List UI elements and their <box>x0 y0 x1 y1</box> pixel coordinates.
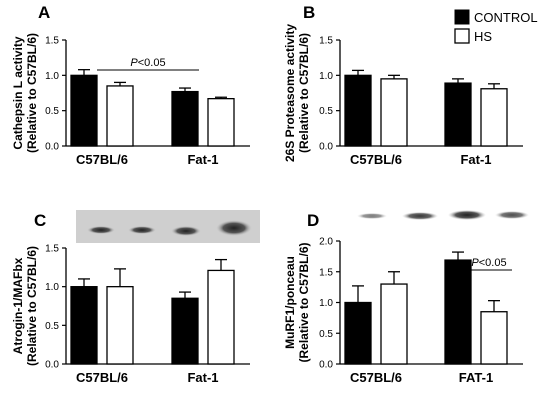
significance-label: P<0.05 <box>130 57 165 69</box>
legend-label-control: CONTROL <box>474 10 538 25</box>
y-axis-title-line: (Relative to C57BL/6) <box>25 246 39 366</box>
chart-panel-a: 0.0 0.5 1.0 1.5 C57BL/6 Fat-1 Cathepsin L acti… <box>11 33 250 167</box>
bar-hs-fat1 <box>207 269 235 365</box>
chart-panel-c: 0.0 0.5 1.0 1.5 C57BL/6 Fat-1 Atrogin-1/MAFbx(… <box>11 244 250 385</box>
significance-label: P<0.05 <box>471 257 506 269</box>
y-tick-label: 1.0 <box>45 282 59 293</box>
y-tick-label: 1.5 <box>45 36 59 47</box>
y-tick-label: 0.0 <box>45 142 59 153</box>
y-axis-title-line: Cathepsin L activity <box>11 36 25 149</box>
x-category-label: Fat-1 <box>460 152 491 167</box>
y-axis-title-line: MuRF1/ponceau <box>283 256 297 349</box>
y-axis-title-line: (Relative to C57BL/6) <box>297 242 311 362</box>
y-axis-title-line: (Relative to C57BL/6) <box>25 33 39 153</box>
legend-swatch-hs <box>454 28 470 44</box>
y-tick-label: 0.5 <box>45 321 59 332</box>
bar-hs-c57bl6 <box>106 85 134 147</box>
legend: CONTROL HS <box>454 9 538 44</box>
chart-panel-b: 0.0 0.5 1.0 1.5 C57BL/6 Fat-1 26S Proteasome a… <box>283 24 523 167</box>
bar-control-fat1 <box>171 297 199 365</box>
x-category-label: Fat-1 <box>187 370 218 385</box>
x-category-label: FAT-1 <box>459 370 493 385</box>
y-axis-title: MuRF1/ponceau(Relative to C57BL/6) <box>283 242 311 362</box>
blot-image-c <box>76 210 260 243</box>
bar-control-fat1 <box>171 90 199 147</box>
bar-hs-c57bl6 <box>380 283 408 365</box>
y-tick-label: 1.5 <box>319 36 333 47</box>
y-tick-label: 0.0 <box>319 360 333 371</box>
bar-hs-fat1 <box>480 88 508 147</box>
bar-control-c57bl6 <box>70 74 98 147</box>
significance-value: <0.05 <box>138 57 166 69</box>
bar-control-c57bl6 <box>344 74 372 147</box>
bar-control-fat1 <box>444 259 472 365</box>
legend-swatch-control <box>454 9 470 25</box>
panel-letter-b: B <box>303 3 315 22</box>
x-category-label: C57BL/6 <box>350 370 402 385</box>
bar-hs-c57bl6 <box>106 286 134 365</box>
bar-control-c57bl6 <box>344 301 372 365</box>
y-tick-label: 0.5 <box>319 329 333 340</box>
panel-letter-a: A <box>38 3 50 22</box>
chart-panel-d: 0.0 0.5 1.0 1.5 2.0 C57BL/6 FAT-1 MuRF1/ponceau… <box>283 237 523 385</box>
y-tick-label: 1.0 <box>319 71 333 82</box>
significance-p: P <box>130 57 138 69</box>
blot-image-d <box>342 202 532 230</box>
bar-control-fat1 <box>444 82 472 147</box>
y-tick-label: 1.0 <box>319 298 333 309</box>
y-axis-title: Atrogin-1/MAFbx(Relative to C57BL/6) <box>11 246 39 366</box>
y-axis-title-line: 26S Proteasome activity <box>283 24 297 162</box>
panel-letter-c: C <box>34 211 46 230</box>
x-category-label: Fat-1 <box>187 152 218 167</box>
y-tick-label: 0.0 <box>45 360 59 371</box>
y-tick-label: 0.5 <box>45 106 59 117</box>
y-tick-label: 1.5 <box>45 244 59 255</box>
bar-hs-c57bl6 <box>380 78 408 147</box>
y-axis-title-line: (Relative to C57BL/6) <box>297 33 311 153</box>
y-axis-title: 26S Proteasome activity(Relative to C57B… <box>283 24 311 162</box>
bar-hs-fat1 <box>480 311 508 365</box>
y-axis-title-line: Atrogin-1/MAFbx <box>11 257 25 354</box>
x-category-label: C57BL/6 <box>76 152 128 167</box>
y-tick-label: 1.5 <box>319 267 333 278</box>
y-tick-label: 0.0 <box>319 142 333 153</box>
panel-letter-d: D <box>307 211 319 230</box>
bar-hs-fat1 <box>207 98 235 147</box>
x-category-label: C57BL/6 <box>350 152 402 167</box>
y-tick-label: 1.0 <box>45 71 59 82</box>
y-axis-title: Cathepsin L activity(Relative to C57BL/6… <box>11 33 39 153</box>
legend-label-hs: HS <box>474 29 492 44</box>
bar-control-c57bl6 <box>70 286 98 365</box>
y-tick-label: 2.0 <box>319 237 333 248</box>
significance-p: P <box>471 257 479 269</box>
y-tick-label: 0.5 <box>319 106 333 117</box>
x-category-label: C57BL/6 <box>76 370 128 385</box>
significance-value: <0.05 <box>479 257 507 269</box>
